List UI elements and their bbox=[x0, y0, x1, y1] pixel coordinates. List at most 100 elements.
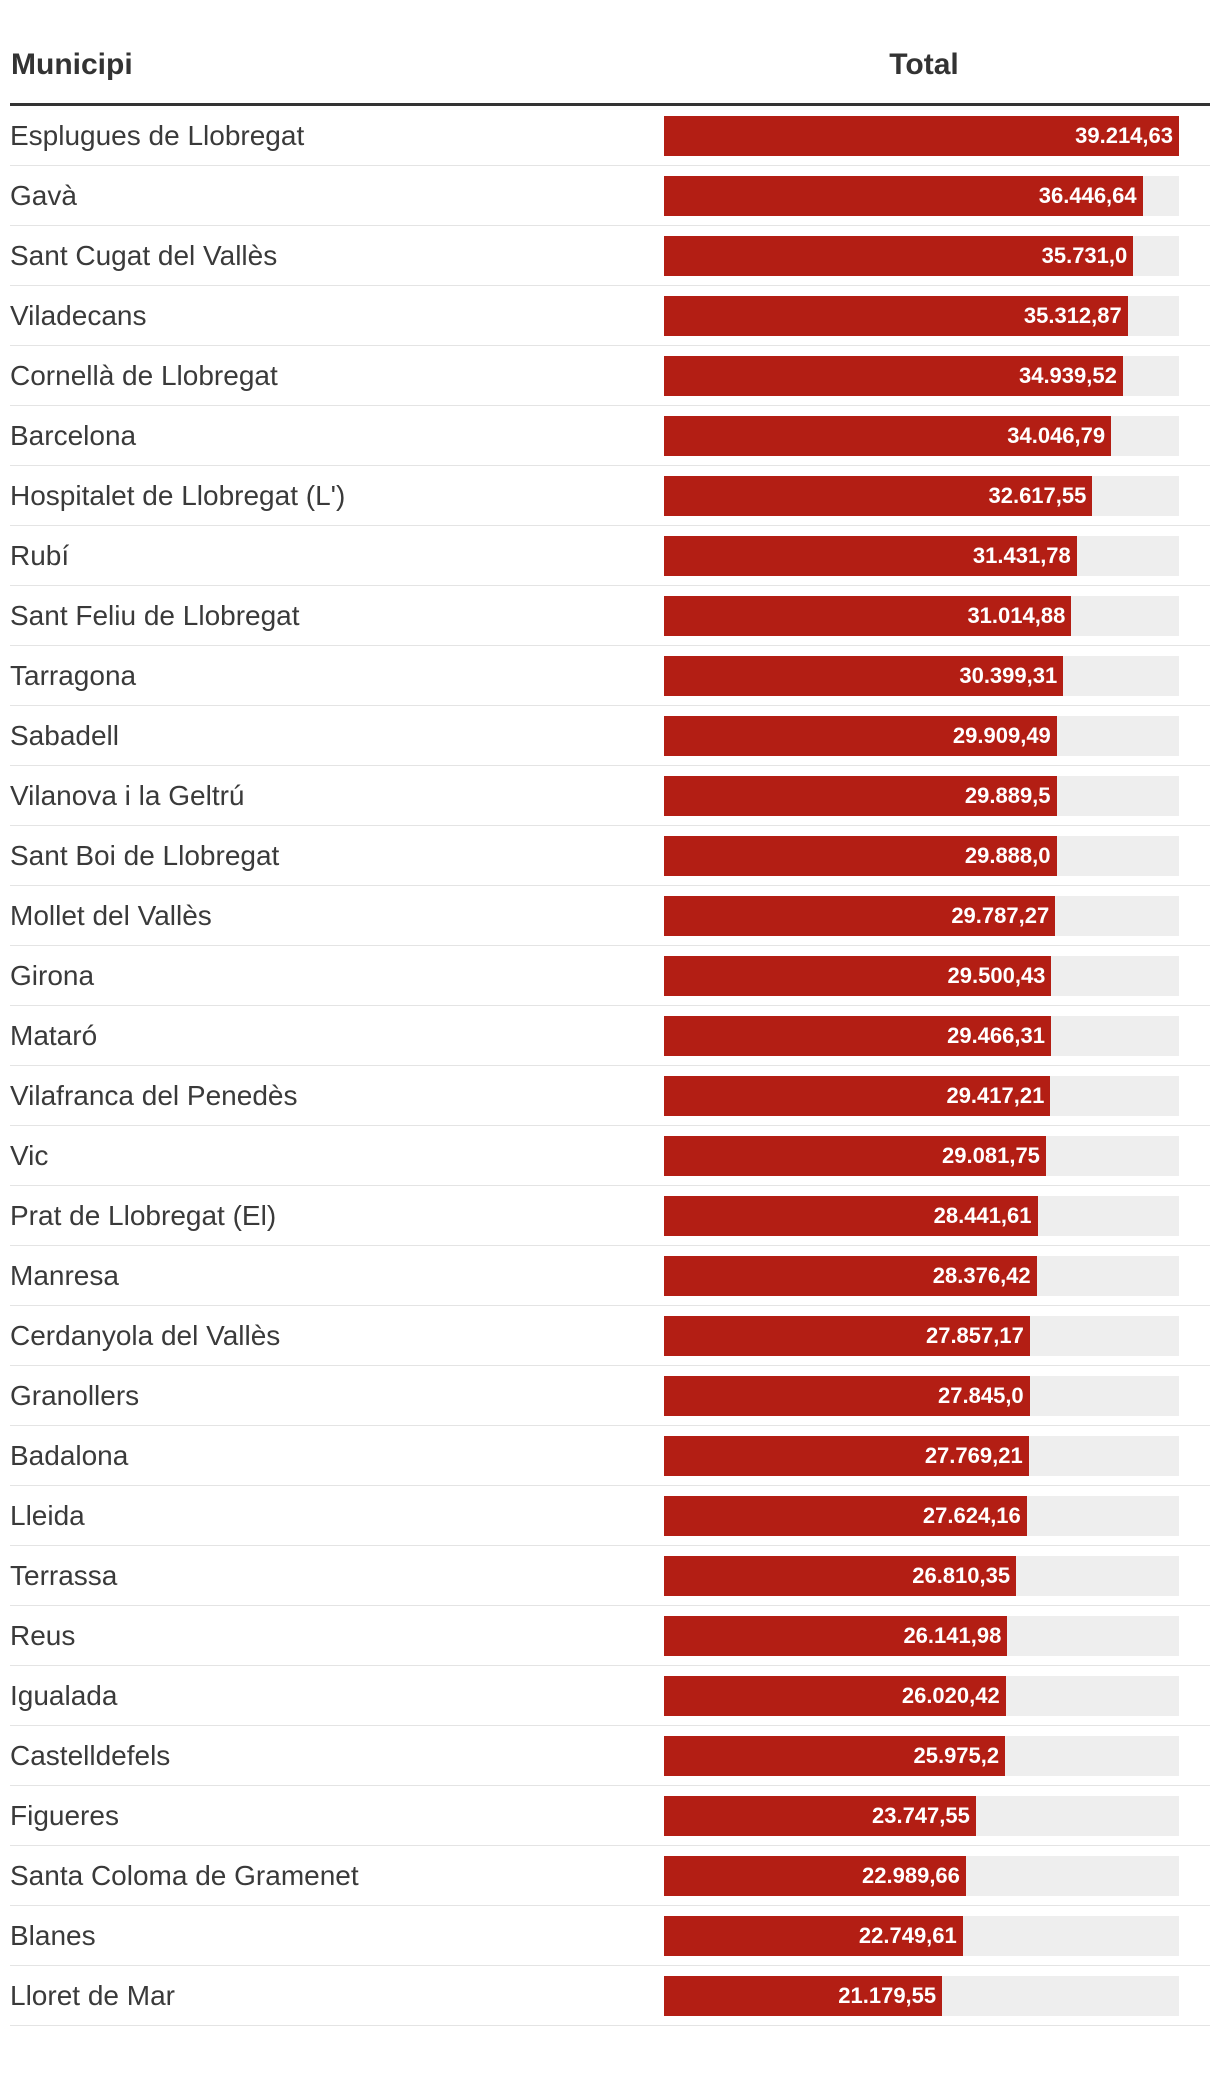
table-row: Mataró 29.466,31 bbox=[10, 1006, 1210, 1066]
total-bar: 34.939,52 bbox=[664, 356, 1123, 396]
bar-track: 29.889,5 bbox=[664, 776, 1179, 816]
total-value-label: 28.376,42 bbox=[932, 1263, 1031, 1288]
municipi-name: Santa Coloma de Gramenet bbox=[10, 1860, 359, 1891]
municipi-name: Girona bbox=[10, 960, 95, 991]
municipi-name: Vilanova i la Geltrú bbox=[10, 780, 245, 811]
bar-track: 27.769,21 bbox=[664, 1436, 1179, 1476]
bar-track: 29.081,75 bbox=[664, 1136, 1179, 1176]
total-value-label: 36.446,64 bbox=[1038, 183, 1137, 208]
table-row: Badalona 27.769,21 bbox=[10, 1426, 1210, 1486]
table-row: Reus 26.141,98 bbox=[10, 1606, 1210, 1666]
total-value-label: 25.975,2 bbox=[913, 1743, 1000, 1768]
bar-track: 35.731,0 bbox=[664, 236, 1179, 276]
total-bar: 32.617,55 bbox=[664, 476, 1093, 516]
column-header-total[interactable]: Total bbox=[889, 48, 959, 81]
table-row: Blanes 22.749,61 bbox=[10, 1906, 1210, 1966]
total-value-label: 35.312,87 bbox=[1023, 303, 1122, 328]
bar-track: 29.466,31 bbox=[664, 1016, 1179, 1056]
total-value-label: 26.141,98 bbox=[903, 1623, 1002, 1648]
total-value-label: 31.431,78 bbox=[972, 543, 1071, 568]
bar-track: 29.787,27 bbox=[664, 896, 1179, 936]
municipi-name: Mataró bbox=[10, 1020, 98, 1051]
table-row: Granollers 27.845,0 bbox=[10, 1366, 1210, 1426]
total-value-label: 29.787,27 bbox=[951, 903, 1050, 928]
total-bar: 28.441,61 bbox=[664, 1196, 1038, 1236]
bar-track: 27.857,17 bbox=[664, 1316, 1179, 1356]
total-bar: 29.889,5 bbox=[664, 776, 1057, 816]
total-value-label: 29.909,49 bbox=[952, 723, 1051, 748]
bar-track: 35.312,87 bbox=[664, 296, 1179, 336]
municipi-name: Igualada bbox=[10, 1680, 118, 1711]
table-row: Girona 29.500,43 bbox=[10, 946, 1210, 1006]
municipi-name: Tarragona bbox=[10, 660, 137, 691]
bar-track: 21.179,55 bbox=[664, 1976, 1179, 2016]
total-bar: 26.810,35 bbox=[664, 1556, 1017, 1596]
municipi-name: Gavà bbox=[10, 180, 77, 211]
bar-track: 29.417,21 bbox=[664, 1076, 1179, 1116]
total-bar: 26.020,42 bbox=[664, 1676, 1006, 1716]
total-bar: 35.312,87 bbox=[664, 296, 1128, 336]
table-header: Municipi Total bbox=[10, 0, 1210, 106]
bar-track: 34.939,52 bbox=[664, 356, 1179, 396]
bar-track: 28.376,42 bbox=[664, 1256, 1179, 1296]
table-row: Lloret de Mar 21.179,55 bbox=[10, 1966, 1210, 2026]
total-bar: 29.909,49 bbox=[664, 716, 1057, 756]
total-bar: 36.446,64 bbox=[664, 176, 1143, 216]
total-bar: 25.975,2 bbox=[664, 1736, 1006, 1776]
total-value-label: 30.399,31 bbox=[959, 663, 1058, 688]
municipi-name: Granollers bbox=[10, 1380, 140, 1411]
bar-track: 29.500,43 bbox=[664, 956, 1179, 996]
municipi-name: Cerdanyola del Vallès bbox=[10, 1320, 281, 1351]
table-row: Cerdanyola del Vallès 27.857,17 bbox=[10, 1306, 1210, 1366]
total-bar: 29.081,75 bbox=[664, 1136, 1046, 1176]
total-value-label: 29.888,0 bbox=[964, 843, 1051, 868]
column-header-municipi[interactable]: Municipi bbox=[11, 48, 133, 81]
municipi-name: Barcelona bbox=[10, 420, 137, 451]
bar-track: 22.749,61 bbox=[664, 1916, 1179, 1956]
total-bar: 30.399,31 bbox=[664, 656, 1064, 696]
municipi-name: Mollet del Vallès bbox=[10, 900, 212, 931]
table-row: Barcelona 34.046,79 bbox=[10, 406, 1210, 466]
bar-track: 22.989,66 bbox=[664, 1856, 1179, 1896]
total-bar: 34.046,79 bbox=[664, 416, 1112, 456]
municipi-name: Lleida bbox=[10, 1500, 85, 1531]
total-bar: 21.179,55 bbox=[664, 1976, 943, 2016]
total-bar: 27.857,17 bbox=[664, 1316, 1030, 1356]
total-value-label: 29.081,75 bbox=[942, 1143, 1040, 1168]
bar-track: 28.441,61 bbox=[664, 1196, 1179, 1236]
total-value-label: 27.857,17 bbox=[925, 1323, 1024, 1348]
municipi-name: Manresa bbox=[10, 1260, 119, 1291]
table-row: Cornellà de Llobregat 34.939,52 bbox=[10, 346, 1210, 406]
total-value-label: 27.845,0 bbox=[938, 1383, 1024, 1408]
municipi-name: Viladecans bbox=[10, 300, 147, 331]
municipi-name: Castelldefels bbox=[10, 1740, 171, 1771]
municipi-name: Sabadell bbox=[10, 720, 119, 751]
table-row: Sant Boi de Llobregat 29.888,0 bbox=[10, 826, 1210, 886]
table-row: Santa Coloma de Gramenet 22.989,66 bbox=[10, 1846, 1210, 1906]
total-bar: 31.431,78 bbox=[664, 536, 1077, 576]
municipi-name: Cornellà de Llobregat bbox=[10, 360, 278, 391]
table-row: Sant Cugat del Vallès 35.731,0 bbox=[10, 226, 1210, 286]
total-bar: 22.749,61 bbox=[664, 1916, 963, 1956]
total-value-label: 29.417,21 bbox=[946, 1083, 1045, 1108]
municipi-name: Lloret de Mar bbox=[10, 1980, 175, 2011]
bar-track: 34.046,79 bbox=[664, 416, 1179, 456]
municipi-name: Prat de Llobregat (El) bbox=[10, 1200, 277, 1231]
total-value-label: 34.046,79 bbox=[1007, 423, 1106, 448]
total-value-label: 39.214,63 bbox=[1075, 123, 1173, 148]
municipi-name: Reus bbox=[10, 1620, 76, 1651]
table-row: Vilafranca del Penedès 29.417,21 bbox=[10, 1066, 1210, 1126]
total-value-label: 32.617,55 bbox=[988, 483, 1087, 508]
municipi-name: Sant Cugat del Vallès bbox=[10, 240, 278, 271]
municipi-name: Sant Feliu de Llobregat bbox=[10, 600, 300, 631]
bar-track: 36.446,64 bbox=[664, 176, 1179, 216]
total-bar: 23.747,55 bbox=[664, 1796, 976, 1836]
table-row: Tarragona 30.399,31 bbox=[10, 646, 1210, 706]
total-bar: 39.214,63 bbox=[664, 116, 1179, 156]
total-value-label: 21.179,55 bbox=[838, 1983, 937, 2008]
total-value-label: 23.747,55 bbox=[871, 1803, 970, 1828]
table-body: Esplugues de Llobregat 39.214,63 Gavà 36.44… bbox=[10, 106, 1210, 2026]
bar-track: 25.975,2 bbox=[664, 1736, 1179, 1776]
municipi-name: Esplugues de Llobregat bbox=[10, 120, 305, 151]
table-row: Gavà 36.446,64 bbox=[10, 166, 1210, 226]
